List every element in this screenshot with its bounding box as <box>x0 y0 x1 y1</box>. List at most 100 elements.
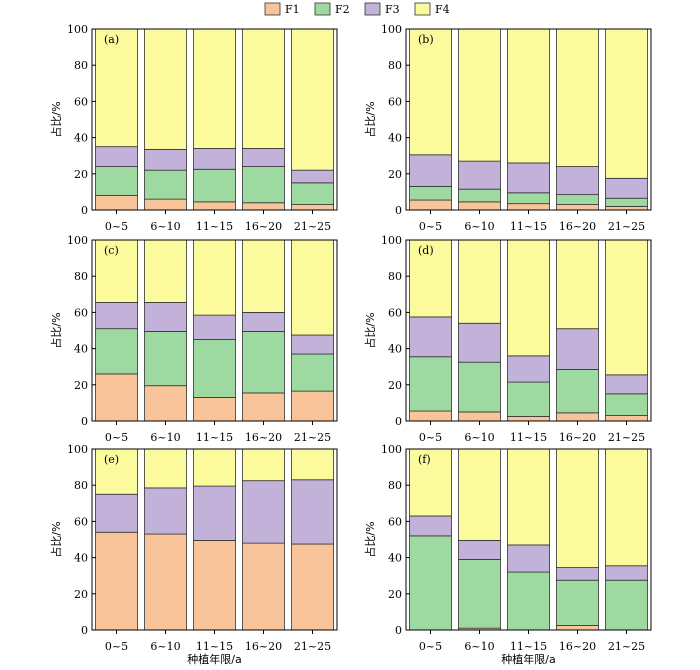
bar-a-f2-1 <box>144 169 187 200</box>
bar-d-f1-1 <box>458 411 501 422</box>
bar-f-f4-4 <box>605 448 648 567</box>
bar-d-f4-1 <box>458 239 501 324</box>
x-axis-label: 种植年限/a <box>187 652 241 666</box>
bar-a-f2-3 <box>242 166 285 204</box>
bar-a-f1-3 <box>242 202 285 211</box>
y-tick-label: 100 <box>381 23 402 36</box>
bar-c-f4-0 <box>95 239 138 303</box>
y-tick-label: 60 <box>388 515 402 528</box>
bar-c-f1-4 <box>291 390 334 422</box>
bar-b-f4-4 <box>605 28 648 179</box>
x-tick-label: 6~10 <box>150 640 180 653</box>
legend: F1 F2 F3 F4 <box>264 2 450 16</box>
bar-e-f3-3 <box>242 480 285 544</box>
legend-swatch-f2 <box>314 2 331 16</box>
bar-e-f3-0 <box>95 493 138 533</box>
y-tick-label: 0 <box>395 415 402 428</box>
y-tick-label: 80 <box>74 479 88 492</box>
bar-e-f4-1 <box>144 448 187 489</box>
bar-b-f3-1 <box>458 160 501 190</box>
bar-a-f4-0 <box>95 28 138 148</box>
bar-b-f2-0 <box>409 186 452 201</box>
bar-e-f4-2 <box>193 448 236 487</box>
panel-b: 0~5 6~10 11~15 16~20 21~25 0 20 40 60 80 100 占比/% (b… <box>363 23 652 233</box>
x-tick-label: 11~15 <box>196 640 233 653</box>
bar-a-f1-2 <box>193 201 236 211</box>
bar-f-f2-0 <box>409 535 452 631</box>
x-tick-label: 16~20 <box>559 640 596 653</box>
y-tick-label: 60 <box>74 306 88 319</box>
bar-b-f1-2 <box>507 203 550 211</box>
bar-d-f4-4 <box>605 239 648 376</box>
bar-c-f2-3 <box>242 331 285 394</box>
legend-swatch-f4 <box>414 2 431 16</box>
bar-a-f3-4 <box>291 169 334 184</box>
y-tick-label: 100 <box>381 234 402 247</box>
y-tick-label: 0 <box>81 204 88 217</box>
y-tick-label: 40 <box>74 552 88 565</box>
x-axis-label: 种植年限/a <box>501 652 555 666</box>
bar-e-f1-2 <box>193 540 236 631</box>
panel-tag: (c) <box>104 244 119 257</box>
bar-d-f2-0 <box>409 356 452 412</box>
bar-f-f1-3 <box>556 625 599 631</box>
y-tick-label: 40 <box>388 343 402 356</box>
bar-d-f3-3 <box>556 328 599 370</box>
bar-b-f4-0 <box>409 28 452 156</box>
bar-b-f4-3 <box>556 28 599 167</box>
bar-c-f4-2 <box>193 239 236 316</box>
bar-e-f4-4 <box>291 448 334 481</box>
x-tick-label: 0~5 <box>419 220 442 233</box>
plot-frame <box>405 448 652 631</box>
bar-a-f2-2 <box>193 168 236 203</box>
bar-a-f2-0 <box>95 166 138 196</box>
bar-c-f1-0 <box>95 373 138 422</box>
bar-a-f3-2 <box>193 148 236 170</box>
y-tick-label: 20 <box>388 588 402 601</box>
x-tick-label: 21~25 <box>294 431 331 444</box>
bar-d-f2-4 <box>605 393 648 416</box>
bar-b-f1-1 <box>458 201 501 211</box>
plot-frame <box>91 28 338 211</box>
bar-f-f3-3 <box>556 567 599 581</box>
bar-d-f3-2 <box>507 355 550 383</box>
panel-tag: (f) <box>418 453 431 466</box>
panel-c: 0~5 6~10 11~15 16~20 21~25 0 20 40 60 80 100 占比/% (c… <box>49 234 338 444</box>
bar-d-f1-4 <box>605 415 648 422</box>
x-tick-label: 11~15 <box>196 431 233 444</box>
y-axis-label: 占比/% <box>49 101 63 137</box>
plot-frame <box>91 239 338 422</box>
bar-f-f4-1 <box>458 448 501 541</box>
panel-tag: (b) <box>418 33 434 46</box>
x-tick-label: 16~20 <box>245 220 282 233</box>
x-tick-label: 0~5 <box>419 431 442 444</box>
x-tick-label: 0~5 <box>105 640 128 653</box>
y-tick-label: 20 <box>74 379 88 392</box>
bar-a-f3-3 <box>242 148 285 167</box>
y-tick-label: 60 <box>74 515 88 528</box>
x-tick-label: 11~15 <box>510 220 547 233</box>
y-tick-label: 40 <box>388 132 402 145</box>
bar-b-f1-3 <box>556 204 599 211</box>
bar-d-f3-1 <box>458 322 501 363</box>
bar-e-f1-0 <box>95 531 138 631</box>
x-tick-label: 21~25 <box>294 640 331 653</box>
bar-b-f1-0 <box>409 199 452 211</box>
x-tick-label: 0~5 <box>105 431 128 444</box>
bar-b-f2-1 <box>458 188 501 203</box>
bar-d-f1-2 <box>507 416 550 422</box>
bar-e-f4-0 <box>95 448 138 495</box>
y-tick-label: 60 <box>74 95 88 108</box>
panel-f: 0~5 6~10 11~15 16~20 21~25 0 20 40 60 80 100 占比/% (f… <box>363 443 652 666</box>
y-tick-label: 20 <box>74 588 88 601</box>
x-tick-label: 21~25 <box>608 220 645 233</box>
bar-b-f1-4 <box>605 205 648 211</box>
bar-c-f1-2 <box>193 397 236 422</box>
x-tick-label: 6~10 <box>464 220 494 233</box>
y-tick-label: 80 <box>388 59 402 72</box>
bar-c-f3-1 <box>144 302 187 332</box>
bar-a-f3-1 <box>144 148 187 171</box>
bar-e-f1-3 <box>242 542 285 631</box>
panel-tag: (d) <box>418 244 434 257</box>
